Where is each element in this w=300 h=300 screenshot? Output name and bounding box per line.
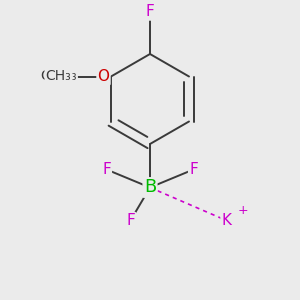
Text: B: B [144, 178, 156, 196]
Text: F: F [189, 162, 198, 177]
Text: K: K [221, 213, 232, 228]
Text: F: F [126, 213, 135, 228]
Text: +: + [238, 203, 248, 217]
Text: F: F [146, 4, 154, 20]
Text: CH₃: CH₃ [46, 70, 71, 83]
Text: O: O [98, 69, 110, 84]
Text: OCH₃: OCH₃ [40, 70, 77, 83]
Text: F: F [102, 162, 111, 177]
